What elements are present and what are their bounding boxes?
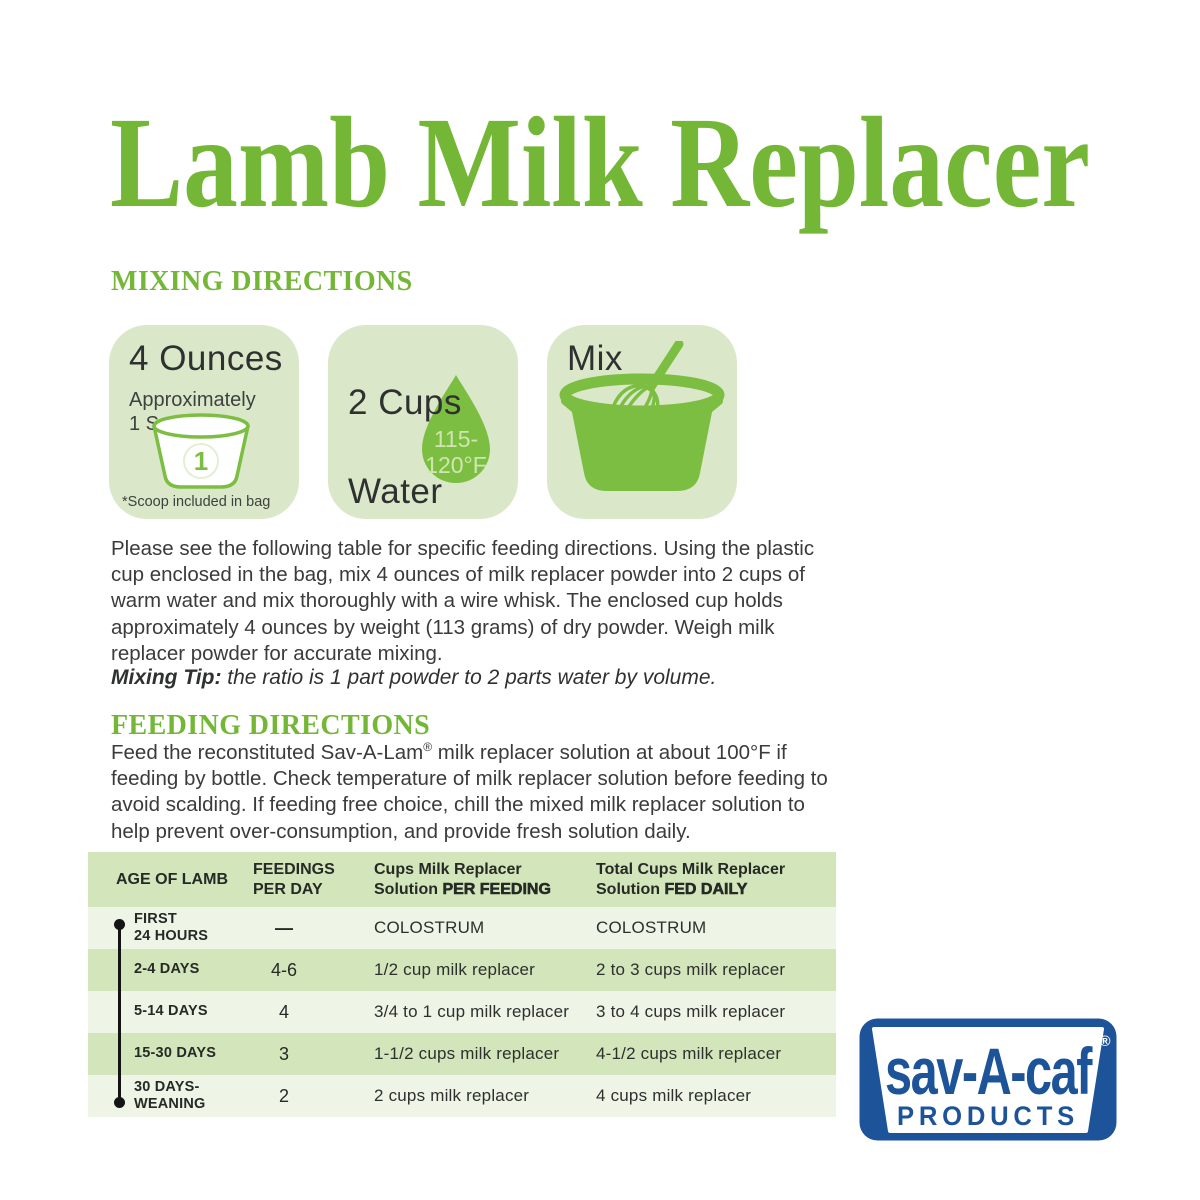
scoop-number: 1 (194, 446, 208, 476)
table-row-5-14-days: 5-14 DAYS 4 3/4 to 1 cup milk replacer 3… (88, 991, 836, 1033)
mixing-tip-label: Mixing Tip: (111, 666, 222, 689)
water-temp-line1: 115- (434, 426, 478, 452)
table-row-first-24-hours: FIRST 24 HOURS — COLOSTRUM COLOSTRUM (88, 907, 836, 949)
header-age-of-lamb: AGE OF LAMB (116, 870, 228, 888)
logo-registered-mark: ® (1099, 1033, 1110, 1050)
registered-mark: ® (423, 740, 433, 755)
table-row-2-4-days: 2-4 DAYS 4-6 1/2 cup milk replacer 2 to … (88, 949, 836, 991)
scoop-cup-icon: 1 (152, 413, 250, 489)
logo-brand-name: sav-A-caf (885, 1034, 1093, 1108)
feeding-directions-heading: FEEDING DIRECTIONS (111, 710, 431, 741)
page-title-graphic: Lamb Milk Replacer (110, 96, 1090, 235)
scoop-footnote: *Scoop included in bag (122, 494, 271, 510)
water-temp-line2: 120°F (425, 452, 487, 478)
header-per-feeding: Cups Milk Replacer Solution PER FEEDING (374, 860, 551, 898)
sublabel-line1: Approximately (129, 389, 256, 411)
mixing-tip: Mixing Tip: the ratio is 1 part powder t… (111, 666, 716, 690)
timeline-start-dot (113, 919, 125, 930)
header-fed-daily: Total Cups Milk Replacer Solution FED DA… (596, 860, 786, 898)
page-title: Lamb Milk Replacer (110, 96, 1090, 235)
feeding-paragraph: Feed the reconstituted Sav-A-Lam® milk r… (111, 740, 835, 845)
table-row-30-days-weaning: 30 DAYS- WEANING 2 2 cups milk replacer 4… (88, 1075, 836, 1117)
timeline-end-dot (113, 1097, 125, 1108)
feeding-paragraph-end: milk replacer solution at about 100°F if… (111, 741, 828, 843)
water-drop-icon: 115- 120°F (422, 375, 490, 483)
feeding-table-header: AGE OF LAMB FEEDINGS PER DAY Cups Milk R… (88, 852, 836, 907)
mixing-directions-heading: MIXING DIRECTIONS (111, 266, 413, 297)
water-amount-label: 2 Cups Water (348, 337, 462, 559)
age-timeline-rule (113, 919, 125, 1108)
water-label-line2: Water (348, 472, 443, 512)
water-label-line1: 2 Cups (348, 383, 462, 423)
feeding-paragraph-start: Feed the reconstituted Sav-A-Lam (111, 741, 424, 764)
logo-products-label: PRODUCTS (897, 1101, 1079, 1131)
mixing-step-powder-card: 4 Ounces Approximately 1 Scoop* 1 *Scoop… (109, 325, 299, 519)
mixing-step-mix-card: Mix (547, 325, 737, 519)
feeding-table: AGE OF LAMB FEEDINGS PER DAY Cups Milk R… (88, 852, 836, 1117)
powder-amount-label: 4 Ounces (129, 339, 283, 378)
mixing-tip-text: the ratio is 1 part powder to 2 parts wa… (227, 666, 717, 689)
bucket-whisk-icon (559, 341, 725, 491)
mixing-paragraph: Please see the following table for speci… (111, 537, 815, 665)
mix-label: Mix (567, 339, 623, 378)
mixing-steps-row: 4 Ounces Approximately 1 Scoop* 1 *Scoop… (109, 325, 737, 519)
sav-a-caf-logo: sav-A-caf ® PRODUCTS (859, 1018, 1117, 1141)
header-feedings-per-day: FEEDINGS PER DAY (253, 860, 335, 898)
table-row-15-30-days: 15-30 DAYS 3 1-1/2 cups milk replacer 4-… (88, 1033, 836, 1075)
mixing-step-water-card: 2 Cups Water 115- 120°F (328, 325, 518, 519)
